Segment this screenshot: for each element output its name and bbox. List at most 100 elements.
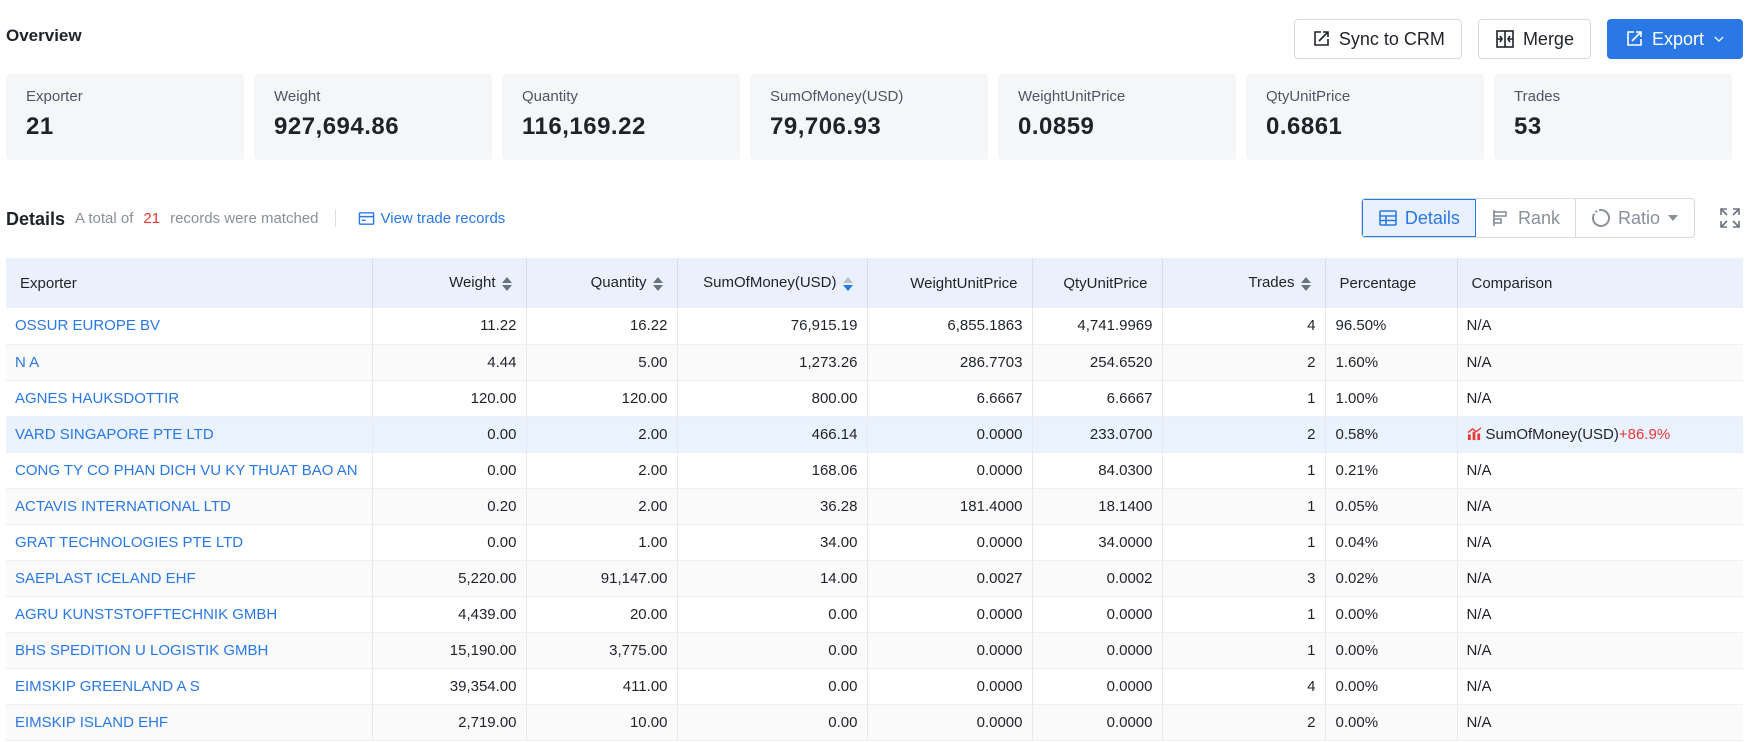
table-row[interactable]: ACTAVIS INTERNATIONAL LTD 0.20 2.00 36.28 18… (6, 488, 1743, 525)
cell-percentage: 0.04% (1325, 524, 1458, 561)
exporter-link[interactable]: GRAT TECHNOLOGIES PTE LTD (6, 524, 373, 561)
table-row[interactable]: OSSUR EUROPE BV 11.22 16.22 76,915.19 6,855.… (6, 308, 1743, 345)
stat-value: 927,694.86 (274, 113, 400, 140)
exporter-link[interactable]: AGRU KUNSTSTOFFTECHNIK GMBH (6, 596, 373, 633)
stat-label: Quantity (522, 88, 578, 105)
view-toggle: Details Rank Ratio (1360, 198, 1695, 238)
cell-trades: 4 (1162, 668, 1326, 705)
cell-trades: 1 (1162, 524, 1326, 561)
header-percentage: Percentage (1325, 258, 1458, 308)
cell-weight: 39,354.00 (372, 668, 527, 705)
stat-value: 0.6861 (1266, 113, 1343, 140)
cell-sum: 800.00 (677, 380, 868, 417)
cell-percentage: 0.21% (1325, 452, 1458, 489)
header-weight[interactable]: Weight (372, 258, 527, 308)
table-row[interactable]: EIMSKIP GREENLAND A S 39,354.00 411.00 0.00… (6, 668, 1743, 705)
chevron-down-icon (1714, 36, 1724, 42)
exporter-link[interactable]: VARD SINGAPORE PTE LTD (6, 416, 373, 453)
view-details-button[interactable]: Details (1361, 199, 1476, 237)
view-trade-records-link[interactable]: View trade records (358, 210, 505, 227)
exporter-link[interactable]: EIMSKIP ISLAND EHF (6, 704, 373, 741)
details-title: Details (6, 208, 66, 229)
exporter-link[interactable]: OSSUR EUROPE BV (6, 308, 373, 345)
cell-quantity: 20.00 (526, 596, 678, 633)
cell-comparison: N/A (1457, 380, 1743, 417)
stat-card-quantity: Quantity 116,169.22 (502, 74, 740, 160)
cell-comparison: N/A (1457, 524, 1743, 561)
cell-qty-unit-price: 0.0000 (1032, 596, 1163, 633)
cell-weight: 4,439.00 (372, 596, 527, 633)
table-row[interactable]: VARD SINGAPORE PTE LTD 0.00 2.00 466.14 0.00… (6, 416, 1743, 453)
cell-trades: 1 (1162, 632, 1326, 669)
sort-desc-icon[interactable] (842, 276, 853, 292)
table-row[interactable]: AGRU KUNSTSTOFFTECHNIK GMBH 4,439.00 20.00… (6, 596, 1743, 633)
table-row[interactable]: SAEPLAST ICELAND EHF 5,220.00 91,147.00 14.… (6, 560, 1743, 597)
cell-trades: 3 (1162, 560, 1326, 597)
fullscreen-icon[interactable] (1719, 207, 1741, 229)
header-sum[interactable]: SumOfMoney(USD) (677, 258, 868, 308)
cell-comparison: N/A (1457, 704, 1743, 741)
exporter-link[interactable]: ACTAVIS INTERNATIONAL LTD (6, 488, 373, 525)
comparison-metric: SumOfMoney(USD) (1485, 425, 1619, 443)
sync-to-crm-label: Sync to CRM (1338, 28, 1445, 49)
cell-weight-unit-price: 0.0000 (867, 524, 1033, 561)
stat-value: 79,706.93 (770, 113, 882, 140)
table-row[interactable]: EIMSKIP ISLAND EHF 2,719.00 10.00 0.00 0.000… (6, 704, 1743, 741)
cell-trades: 1 (1162, 596, 1326, 633)
cell-weight-unit-price: 6.6667 (867, 380, 1033, 417)
stat-value: 116,169.22 (522, 113, 646, 140)
cell-weight: 0.00 (372, 524, 527, 561)
table-row[interactable]: N A 4.44 5.00 1,273.26 286.7703 254.6520 2 1.60… (6, 344, 1743, 381)
stat-card-trades: Trades 53 (1494, 74, 1732, 160)
sort-icon[interactable] (1300, 276, 1311, 292)
header-sum-label: SumOfMoney(USD) (703, 274, 837, 292)
table-row[interactable]: CONG TY CO PHAN DICH VU KY THUAT BAO AN 0… (6, 452, 1743, 489)
cell-quantity: 120.00 (526, 380, 678, 417)
stat-label: WeightUnitPrice (1018, 88, 1126, 105)
sort-icon[interactable] (501, 276, 512, 292)
table-row[interactable]: AGNES HAUKSDOTTIR 120.00 120.00 800.00 6.666… (6, 380, 1743, 417)
header-exporter[interactable]: Exporter (6, 258, 373, 308)
sort-icon[interactable] (652, 276, 663, 292)
exporter-link[interactable]: AGNES HAUKSDOTTIR (6, 380, 373, 417)
cell-trades: 2 (1162, 704, 1326, 741)
header-quantity[interactable]: Quantity (526, 258, 678, 308)
cell-trades: 4 (1162, 308, 1326, 345)
cell-qty-unit-price: 233.0700 (1032, 416, 1163, 453)
header-trades[interactable]: Trades (1162, 258, 1326, 308)
merge-button[interactable]: Merge (1477, 19, 1591, 59)
header-percentage-label: Percentage (1339, 274, 1417, 292)
exporter-link[interactable]: EIMSKIP GREENLAND A S (6, 668, 373, 705)
exporter-link[interactable]: SAEPLAST ICELAND EHF (6, 560, 373, 597)
cell-percentage: 0.05% (1325, 488, 1458, 525)
table-row[interactable]: BHS SPEDITION U LOGISTIK GMBH 15,190.00 3,… (6, 632, 1743, 669)
exporter-link[interactable]: CONG TY CO PHAN DICH VU KY THUAT BAO AN (6, 452, 373, 489)
cell-weight-unit-price: 286.7703 (867, 344, 1033, 381)
match-summary: A total of 21 records were matched (75, 210, 318, 227)
stat-value: 0.0859 (1018, 113, 1095, 140)
stats-summary: Exporter 21 Weight 927,694.86 Quantity 116,… (6, 74, 1732, 160)
cell-quantity: 411.00 (526, 668, 678, 705)
table-header-row: Exporter Weight Quantity SumOfMoney(USD)… (6, 258, 1743, 308)
cell-weight-unit-price: 0.0000 (867, 452, 1033, 489)
view-rank-label: Rank (1517, 207, 1560, 228)
stat-card-sum: SumOfMoney(USD) 79,706.93 (750, 74, 988, 160)
cell-weight: 15,190.00 (372, 632, 527, 669)
exporter-link[interactable]: BHS SPEDITION U LOGISTIK GMBH (6, 632, 373, 669)
view-ratio-label: Ratio (1617, 207, 1660, 228)
exporter-link[interactable]: N A (6, 344, 373, 381)
stat-value: 53 (1514, 113, 1542, 140)
cell-trades: 1 (1162, 452, 1326, 489)
cell-weight-unit-price: 0.0000 (867, 596, 1033, 633)
export-button[interactable]: Export (1606, 19, 1743, 59)
card-icon (358, 211, 374, 225)
cell-percentage: 0.58% (1325, 416, 1458, 453)
cell-percentage: 1.60% (1325, 344, 1458, 381)
sync-to-crm-button[interactable]: Sync to CRM (1293, 19, 1462, 59)
view-rank-button[interactable]: Rank (1476, 199, 1576, 237)
view-ratio-button[interactable]: Ratio (1576, 199, 1694, 237)
table-row[interactable]: GRAT TECHNOLOGIES PTE LTD 0.00 1.00 34.00 0.… (6, 524, 1743, 561)
cell-sum: 466.14 (677, 416, 868, 453)
cell-weight-unit-price: 0.0000 (867, 632, 1033, 669)
header-exporter-label: Exporter (20, 274, 77, 292)
